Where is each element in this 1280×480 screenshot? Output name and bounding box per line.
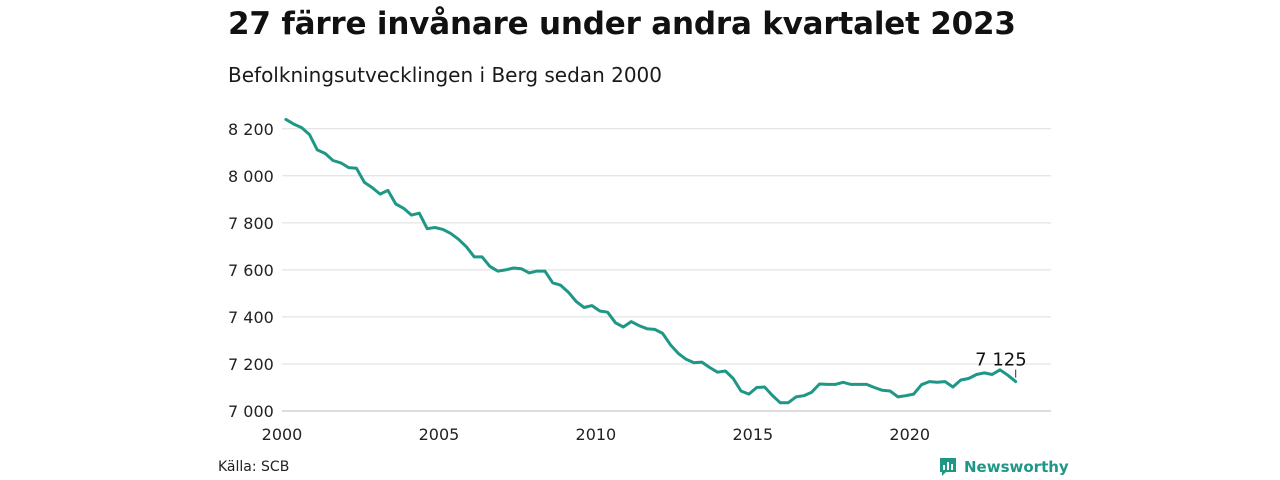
x-axis-labels: 2000 2005 2010 2015 2020 [262,425,930,444]
brand-logo[interactable]: Newsworthy [938,456,1069,478]
x-tick-label: 2005 [419,425,460,444]
x-tick-label: 2010 [576,425,617,444]
series-layer [284,117,1018,405]
x-tick-label: 2020 [889,425,930,444]
y-tick-label: 7 200 [228,355,274,374]
chart-title: 27 färre invånare under andra kvartalet … [228,6,1016,42]
y-tick-label: 7 800 [228,214,274,233]
x-tick-label: 2000 [262,425,303,444]
last-value-label: 7 125 [975,350,1027,371]
source-note: Källa: SCB [218,459,290,475]
x-tick-label: 2015 [732,425,773,444]
y-tick-label: 8 200 [228,120,274,139]
y-axis-labels: 7 000 7 200 7 400 7 600 7 800 8 000 8 200 [228,120,274,421]
series-line [284,117,1018,405]
newsworthy-logo-icon [940,458,956,476]
annotation-layer: 7 125 [975,350,1027,378]
y-tick-label: 7 600 [228,261,274,280]
chart-subtitle: Befolkningsutvecklingen i Berg sedan 200… [228,63,662,87]
brand-name: Newsworthy [964,458,1069,476]
y-tick-label: 7 400 [228,308,274,327]
grid-layer [282,128,1051,412]
y-tick-label: 8 000 [228,167,274,186]
y-tick-label: 7 000 [228,402,274,421]
